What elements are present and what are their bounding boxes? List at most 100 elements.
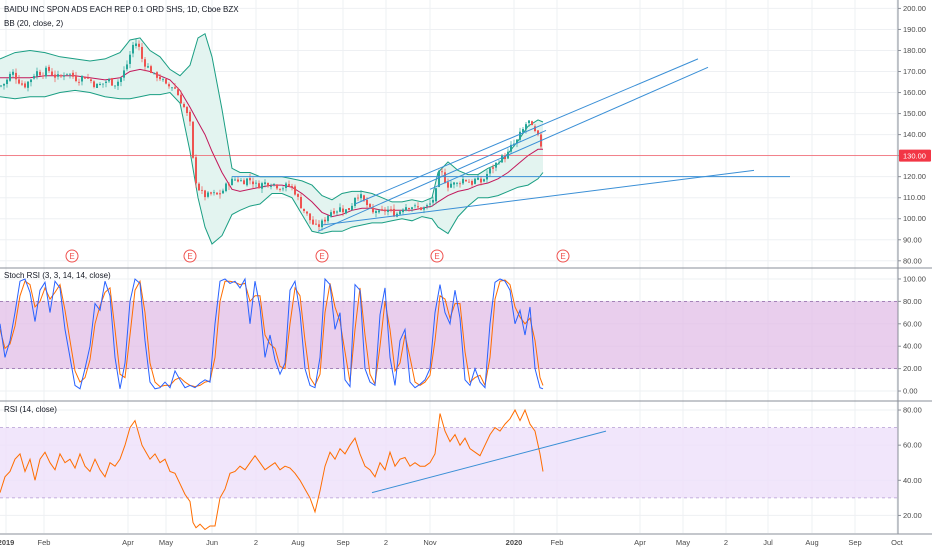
candle-body	[186, 107, 188, 114]
candle-body	[414, 205, 416, 207]
candle-body	[369, 204, 371, 208]
x-tick-label-7: Sep	[336, 538, 349, 547]
candle-body	[228, 183, 230, 186]
rsi-ytick-label-1: 60.00	[903, 441, 922, 450]
candle-body	[537, 130, 539, 135]
candle-body	[450, 183, 452, 188]
candle-body	[78, 81, 80, 83]
candle-body	[249, 178, 251, 181]
candle-body	[147, 66, 149, 68]
candle-body	[75, 75, 77, 82]
candle-body	[312, 219, 314, 225]
x-tick-label-4: Jun	[206, 538, 218, 547]
candle-body	[327, 215, 329, 222]
candle-body	[39, 71, 41, 76]
candle-body	[468, 181, 470, 183]
candle-body	[276, 184, 278, 189]
x-tick-label-16: Aug	[805, 538, 818, 547]
price-ytick-label-5: 150.00	[903, 109, 926, 118]
x-tick-label-0: 2019	[0, 538, 14, 547]
candle-body	[219, 193, 221, 195]
candle-body	[216, 192, 218, 195]
candle-body	[90, 79, 92, 82]
price-ytick-label-3: 170.00	[903, 67, 926, 76]
candle-body	[333, 210, 335, 214]
candle-body	[198, 183, 200, 191]
candle-body	[480, 178, 482, 183]
candle-body	[42, 75, 44, 77]
price-ytick-label-12: 80.00	[903, 256, 922, 265]
candle-body	[378, 210, 380, 213]
rsi-ytick-label-0: 80.00	[903, 406, 922, 415]
candle-body	[108, 79, 110, 82]
bb-fill	[0, 33, 543, 245]
candle-body	[381, 209, 383, 211]
x-tick-label-15: Jul	[763, 538, 773, 547]
candle-body	[243, 180, 245, 185]
candle-body	[246, 178, 248, 186]
stoch-k-line	[0, 277, 544, 390]
candle-body	[525, 124, 527, 130]
candle-body	[30, 79, 32, 83]
candle-body	[255, 182, 257, 184]
candle-body	[390, 209, 392, 211]
candle-body	[72, 72, 74, 77]
candle-body	[444, 172, 446, 184]
candle-body	[432, 199, 434, 203]
candle-body	[426, 205, 428, 207]
candle-body	[84, 77, 86, 79]
candle-body	[141, 46, 143, 59]
candle-body	[93, 81, 95, 88]
earnings-marker-label: E	[434, 252, 439, 261]
candle-body	[375, 211, 377, 213]
x-tick-label-13: May	[676, 538, 690, 547]
candle-body	[69, 73, 71, 75]
candle-body	[174, 87, 176, 89]
earnings-marker-3	[430, 249, 444, 263]
candle-body	[33, 76, 35, 79]
candle-body	[120, 77, 122, 82]
candle-body	[411, 207, 413, 209]
x-tick-label-5: 2	[254, 538, 258, 547]
candle-body	[0, 85, 2, 87]
candle-body	[144, 59, 146, 67]
earnings-marker-label: E	[319, 252, 324, 261]
candle-body	[234, 179, 236, 181]
candle-body	[504, 155, 506, 160]
candle-body	[516, 139, 518, 144]
candle-body	[354, 197, 356, 206]
candle-body	[309, 213, 311, 221]
earnings-marker-1	[183, 249, 197, 263]
price-ytick-label-6: 140.00	[903, 130, 926, 139]
candle-body	[306, 211, 308, 214]
candle-body	[360, 194, 362, 199]
earnings-marker-2	[315, 249, 329, 263]
candle-body	[54, 74, 56, 78]
candle-body	[102, 83, 104, 85]
stoch-ytick-label-3: 40.00	[903, 342, 922, 351]
candle-body	[465, 179, 467, 182]
candle-body	[261, 183, 263, 189]
candle-body	[462, 178, 464, 184]
candle-body	[399, 211, 401, 215]
candle-body	[291, 186, 293, 187]
trendline-1	[321, 169, 755, 226]
candle-body	[210, 192, 212, 194]
candle-body	[138, 43, 140, 47]
candle-body	[36, 71, 38, 77]
candle-body	[213, 192, 215, 194]
candle-body	[225, 183, 227, 192]
candle-body	[402, 209, 404, 213]
candle-body	[351, 205, 353, 210]
candle-body	[153, 72, 155, 74]
candle-body	[12, 71, 14, 75]
candle-body	[330, 212, 332, 217]
price-badge	[899, 149, 931, 162]
rsi-line	[0, 408, 544, 531]
candle-body	[336, 211, 338, 213]
candle-body	[222, 190, 224, 194]
earnings-marker-4	[556, 249, 570, 263]
candle-body	[339, 207, 341, 212]
